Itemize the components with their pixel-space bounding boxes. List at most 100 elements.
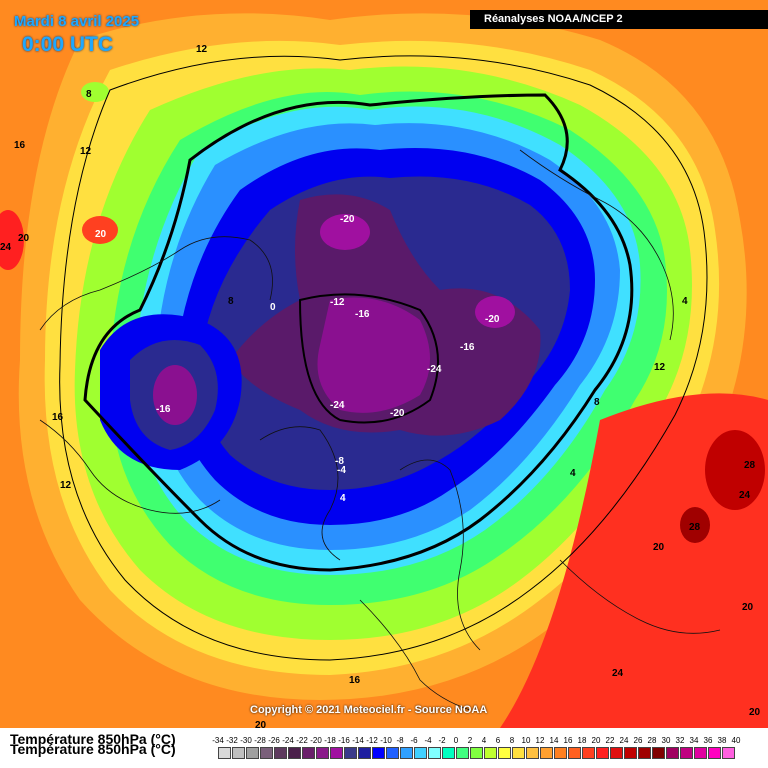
- map-label: 4: [340, 493, 346, 504]
- legend-tick: -28: [254, 736, 266, 745]
- contour-minus20: [298, 293, 439, 424]
- contour-labels: 12 8 16 12 24 20 20 8 0 -12 -16 -20 -20 …: [0, 44, 761, 728]
- map-label: 20: [749, 707, 761, 718]
- legend-tick: -2: [438, 736, 446, 745]
- legend-swatch: [596, 747, 609, 759]
- legend-tick: -8: [396, 736, 404, 745]
- legend-swatch: [330, 747, 343, 759]
- map-label: 20: [95, 229, 107, 240]
- map-label: 28: [689, 522, 701, 533]
- map-label: 8: [86, 89, 92, 100]
- map-label: -16: [156, 404, 171, 415]
- legend-swatch: [512, 747, 525, 759]
- temperature-map: 12 8 16 12 24 20 20 8 0 -12 -16 -20 -20 …: [0, 0, 768, 728]
- legend-swatch: [372, 747, 385, 759]
- contour-zero: [83, 93, 634, 572]
- map-label: 16: [14, 140, 26, 151]
- legend-swatch: [302, 747, 315, 759]
- map-label: -20: [485, 314, 500, 325]
- map-label: 20: [18, 233, 30, 244]
- contour-8: [59, 55, 708, 661]
- zone-red-east: [500, 393, 768, 728]
- map-label: 0: [270, 302, 276, 313]
- legend-tick: 0: [453, 736, 459, 745]
- map-label: 28: [744, 460, 756, 471]
- legend-tick: -16: [338, 736, 350, 745]
- legend-swatch: [456, 747, 469, 759]
- legend-tick: -34: [212, 736, 224, 745]
- zone-hot-west: [82, 216, 118, 244]
- legend-tick: -6: [410, 736, 418, 745]
- legend-tick: 32: [675, 736, 685, 745]
- map-label: 4: [570, 468, 576, 479]
- legend-title: Température 850hPa (°C): [10, 731, 176, 747]
- map-label: 16: [52, 412, 64, 423]
- zone-magenta: [317, 297, 430, 413]
- legend-tick: 8: [509, 736, 515, 745]
- legend-swatch: [666, 747, 679, 759]
- legend-swatch: [414, 747, 427, 759]
- legend-swatch: [232, 747, 245, 759]
- legend-swatch: [274, 747, 287, 759]
- legend-tick: 30: [661, 736, 671, 745]
- map-label: -24: [427, 364, 442, 375]
- legend-swatch: [260, 747, 273, 759]
- legend-swatch: [694, 747, 707, 759]
- map-label: -4: [337, 465, 346, 476]
- map-label: -16: [355, 309, 370, 320]
- zone-core-east: [475, 296, 515, 328]
- map-label: -16: [460, 342, 475, 353]
- legend-swatch: [540, 747, 553, 759]
- map-label: -20: [340, 214, 355, 225]
- legend-tick: 18: [577, 736, 587, 745]
- map-label: 8: [228, 296, 234, 307]
- map-label: 12: [60, 480, 72, 491]
- legend-bar: Température 850hPa (°C) Température 850h…: [0, 728, 768, 768]
- legend-swatch: [428, 747, 441, 759]
- legend-tick: 10: [521, 736, 531, 745]
- coastlines: [39, 149, 721, 711]
- legend-swatch: [288, 747, 301, 759]
- legend-tick: -18: [324, 736, 336, 745]
- legend-swatch: [610, 747, 623, 759]
- map-label: 12: [80, 146, 92, 157]
- map-date: Mardi 8 avril 2025: [14, 13, 140, 30]
- map-label: 8: [594, 397, 600, 408]
- legend-tick: -24: [282, 736, 294, 745]
- legend-tick: -20: [310, 736, 322, 745]
- legend-tick: 2: [467, 736, 473, 745]
- legend-tick: 24: [619, 736, 629, 745]
- map-label: 12: [196, 44, 208, 55]
- legend-swatch: [568, 747, 581, 759]
- map-label: 4: [682, 296, 688, 307]
- legend-tick: -4: [424, 736, 432, 745]
- legend-tick: 14: [549, 736, 559, 745]
- map-label: 24: [612, 668, 624, 679]
- color-scale: -34 -32 -30 -28 -26 -24 -22 -20 -18 -16 -14 -12 -10-…: [212, 736, 748, 762]
- legend-tick: 34: [689, 736, 699, 745]
- zone-core-north: [320, 214, 370, 250]
- map-label: -12: [330, 297, 345, 308]
- legend-swatch: [680, 747, 693, 759]
- legend-tick: 38: [717, 736, 727, 745]
- legend-swatch: [218, 747, 231, 759]
- map-label: 20: [653, 542, 665, 553]
- legend-tick: 40: [731, 736, 741, 745]
- legend-swatch: [316, 747, 329, 759]
- legend-tick: 22: [605, 736, 615, 745]
- map-time: 0:00 UTC: [22, 33, 114, 56]
- map-label: 24: [0, 242, 12, 253]
- legend-tick: -30: [240, 736, 252, 745]
- map-label: 20: [255, 720, 267, 728]
- legend-swatch: [638, 747, 651, 759]
- map-label: -8: [335, 456, 344, 467]
- legend-tick: -26: [268, 736, 280, 745]
- zone-hot-core-east: [705, 430, 765, 510]
- legend-tick: 16: [563, 736, 573, 745]
- zone-hot-core-2: [680, 507, 710, 543]
- legend-swatch: [722, 747, 735, 759]
- legend-swatch: [582, 747, 595, 759]
- legend-tick: -32: [226, 736, 238, 745]
- legend-tick: -12: [366, 736, 378, 745]
- map-label: 24: [739, 490, 751, 501]
